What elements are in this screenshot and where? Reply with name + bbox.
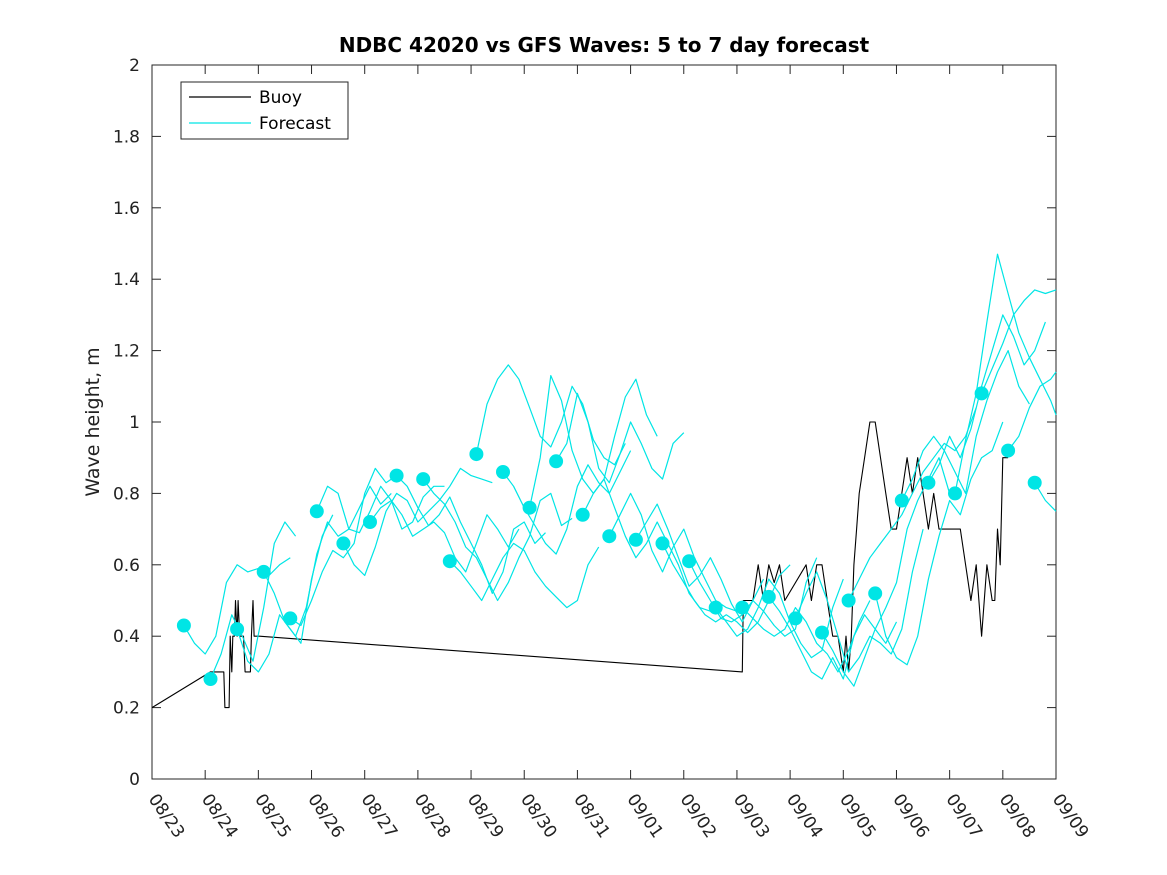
x-tick-label: 09/06 (888, 790, 932, 842)
forecast-series-line-21 (715, 578, 844, 659)
forecast-marker (336, 536, 351, 551)
legend-label-forecast: Forecast (259, 114, 331, 134)
x-tick-label: 08/23 (144, 790, 188, 842)
forecast-series-line-18 (635, 503, 765, 623)
x-tick-label: 09/01 (622, 790, 666, 842)
x-tick-label: 08/31 (569, 790, 613, 842)
forecast-series-line-20 (688, 557, 818, 637)
forecast-marker (416, 472, 431, 487)
forecast-series-line-7 (342, 467, 493, 577)
forecast-marker (974, 386, 989, 401)
x-tick-label: 09/03 (729, 790, 773, 842)
forecast-marker (363, 515, 377, 529)
forecast-marker (389, 468, 404, 483)
forecast-series-line-16 (582, 478, 711, 612)
forecast-marker (496, 465, 510, 479)
forecast-marker (868, 586, 883, 601)
y-tick-label: 0.2 (113, 699, 140, 719)
forecast-marker (309, 504, 324, 519)
forecast-series-line-29 (927, 314, 1046, 484)
y-tick-label: 1.2 (113, 342, 140, 362)
forecast-marker (708, 600, 723, 615)
legend-label-buoy: Buoy (259, 88, 302, 108)
forecast-marker (655, 536, 670, 551)
buoy-series-line (151, 421, 1009, 709)
x-tick-label: 08/24 (197, 790, 241, 842)
forecast-marker (549, 454, 564, 469)
x-tick-label: 08/27 (357, 790, 401, 842)
y-tick-label: 2 (129, 56, 140, 76)
series-lines (151, 253, 1057, 709)
forecast-series-line-30 (954, 253, 1057, 494)
forecast-marker (256, 564, 271, 579)
forecast-marker (442, 554, 457, 569)
forecast-marker (522, 500, 537, 515)
y-tick-label: 0 (129, 770, 140, 790)
x-tick-label: 09/05 (835, 790, 879, 842)
chart-title: NDBC 42020 vs GFS Waves: 5 to 7 day fore… (339, 33, 870, 57)
forecast-series-line-8 (369, 499, 520, 573)
forecast-marker (1027, 475, 1042, 490)
y-tick-label: 1 (129, 413, 140, 433)
forecast-series-line-32 (1007, 371, 1057, 451)
verification-markers (176, 386, 1042, 686)
forecast-series-line-2 (209, 521, 297, 680)
forecast-marker (761, 589, 776, 604)
forecast-series-line-24 (794, 528, 924, 673)
forecast-series-line-9 (396, 475, 546, 595)
forecast-marker (575, 507, 590, 522)
forecast-marker (841, 593, 856, 608)
y-tick-label: 0.8 (113, 484, 140, 504)
forecast-marker (283, 611, 298, 626)
forecast-series-line-10 (422, 478, 573, 602)
forecast-series-line-26 (848, 407, 977, 601)
forecast-marker (894, 493, 909, 508)
forecast-marker (230, 622, 245, 637)
x-tick-label: 09/09 (1048, 790, 1092, 842)
y-tick-label: 1.6 (113, 199, 140, 219)
forecast-marker (628, 532, 643, 547)
legend: Buoy Forecast (180, 81, 349, 140)
forecast-series-line-17 (608, 492, 738, 612)
forecast-marker (788, 611, 803, 626)
forecast-series-line-11 (449, 542, 600, 609)
forecast-series-line-15 (555, 392, 685, 484)
y-axis-label: Wave height, m (82, 347, 104, 496)
forecast-marker (682, 554, 697, 569)
forecast-marker (815, 625, 829, 640)
forecast-series-line-5 (289, 467, 397, 627)
y-tick-label: 1.8 (113, 127, 140, 147)
x-tick-label: 08/25 (250, 790, 294, 842)
x-tick-label: 08/28 (410, 790, 454, 842)
forecast-series-line-31 (981, 289, 1057, 394)
y-tick-label: 0.4 (113, 627, 140, 647)
forecast-series-line-28 (901, 350, 1030, 501)
y-tick-label: 1.4 (113, 270, 140, 290)
x-tick-label: 09/07 (942, 790, 986, 842)
legend-box (180, 81, 349, 140)
forecast-marker (921, 475, 936, 490)
forecast-series-line-6 (316, 485, 445, 534)
x-tick-label: 08/29 (463, 790, 507, 842)
x-tick-label: 09/04 (782, 790, 826, 842)
plot-area (151, 64, 1057, 780)
forecast-marker (602, 529, 617, 544)
forecast-marker (176, 618, 191, 633)
forecast-series-line-27 (874, 421, 1004, 666)
forecast-series-line-1 (183, 557, 291, 655)
x-tick-label: 08/26 (303, 790, 347, 842)
forecast-series-line-22 (741, 600, 871, 673)
x-tick-label: 08/30 (516, 790, 560, 842)
forecast-marker (948, 486, 962, 501)
forecast-marker (203, 672, 218, 686)
x-tick-label: 09/02 (676, 790, 720, 842)
forecast-marker (735, 600, 750, 615)
y-tick-label: 0.6 (113, 556, 140, 576)
forecast-marker (1001, 443, 1016, 458)
forecast-marker (469, 447, 484, 462)
x-tick-label: 09/08 (995, 790, 1039, 842)
forecast-series-line-12 (475, 364, 626, 466)
